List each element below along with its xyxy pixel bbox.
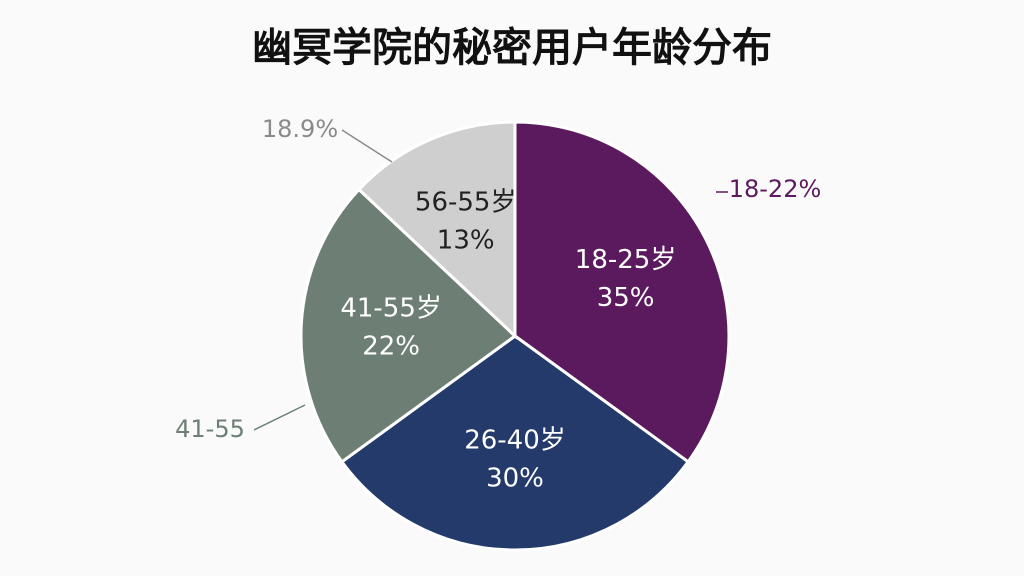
annotation: 18.9% — [262, 115, 338, 143]
leader-line — [253, 404, 306, 431]
pie-slice — [299, 187, 518, 464]
pie-slice — [339, 334, 691, 552]
leader-line — [341, 129, 393, 163]
pie-slice — [356, 120, 517, 340]
slice-value: 30% — [486, 464, 544, 494]
annotation: 18-22% — [729, 175, 822, 203]
slice-label: 56-55岁 — [415, 188, 517, 218]
annotation: 41-55 — [175, 415, 245, 443]
chart-title: 幽冥学院的秘密用户年龄分布 — [252, 25, 772, 71]
slice-label: 41-55岁 — [340, 294, 442, 324]
slice-value: 13% — [437, 226, 495, 256]
slice-label: 26-40岁 — [464, 426, 566, 456]
pie-slice — [513, 120, 731, 464]
slice-label: 18-25岁 — [575, 245, 677, 275]
slice-value: 22% — [362, 332, 420, 362]
slice-value: 35% — [597, 283, 655, 313]
